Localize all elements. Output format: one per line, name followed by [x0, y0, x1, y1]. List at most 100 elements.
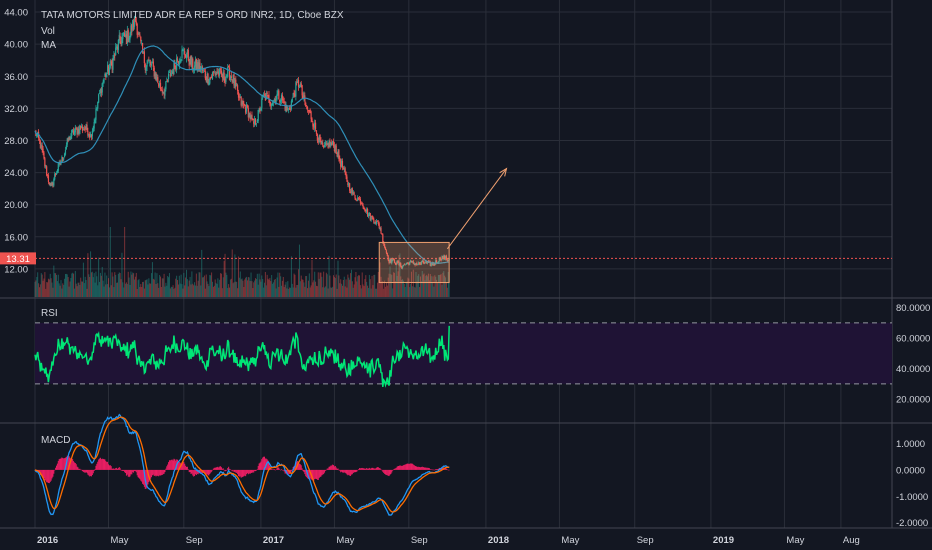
volume-bar: [244, 279, 246, 297]
volume-bar: [296, 284, 298, 297]
volume-bar: [129, 284, 131, 297]
rsi-panel[interactable]: [34, 322, 892, 388]
candle-body: [93, 121, 95, 129]
volume-bar: [270, 281, 272, 297]
volume-bar: [137, 280, 139, 297]
macd-histogram-bar: [336, 468, 338, 470]
macd-histogram-bar: [85, 469, 87, 473]
volume-bar: [394, 281, 396, 297]
volume-bar: [365, 275, 367, 297]
volume-bar: [108, 278, 110, 297]
volume-bar: [419, 276, 421, 297]
volume-bar: [278, 286, 280, 297]
candle-body: [177, 61, 180, 64]
macd-histogram-bar: [60, 458, 62, 470]
macd-histogram-bar: [125, 469, 127, 473]
volume-bar: [384, 280, 386, 297]
price-candles[interactable]: [35, 15, 450, 270]
candle-body: [356, 200, 358, 202]
volume-bar: [298, 244, 300, 297]
price-tick-label: 32.00: [4, 104, 28, 115]
candle-body: [378, 223, 380, 229]
volume-bar: [259, 279, 261, 297]
volume-bar: [350, 273, 352, 297]
volume-bar: [160, 287, 162, 297]
volume-bar: [319, 272, 321, 297]
candle-body: [72, 130, 75, 135]
candle-body: [248, 112, 250, 118]
macd-panel[interactable]: [34, 413, 450, 516]
macd-histogram-bar: [423, 467, 425, 470]
candle-body: [335, 145, 337, 154]
candle-body: [147, 61, 149, 63]
macd-histogram-bar: [385, 469, 387, 475]
macd-histogram-bar: [330, 465, 332, 470]
macd-histogram-bar: [294, 465, 296, 470]
volume-bar: [368, 274, 370, 297]
volume-bar: [89, 276, 91, 297]
macd-histogram-bar: [237, 469, 239, 475]
volume-bar: [154, 272, 156, 297]
volume-bar: [101, 266, 103, 297]
candle-body: [174, 63, 176, 68]
macd-tick-label: -2.0000: [896, 518, 928, 529]
macd-histogram-bar: [64, 458, 66, 470]
macd-histogram-bar: [115, 468, 117, 470]
candle-body: [241, 101, 243, 105]
candle-body: [244, 104, 246, 107]
candle-body: [156, 77, 158, 80]
volume-bar: [439, 274, 441, 297]
macd-histogram-bar: [77, 467, 79, 470]
volume-bar: [72, 272, 74, 297]
candle-body: [99, 88, 102, 93]
candle-body: [384, 243, 386, 248]
volume-bar: [63, 284, 65, 297]
candle-body: [124, 33, 126, 37]
volume-bar: [181, 284, 183, 297]
volume-bar: [218, 287, 220, 297]
candle-body: [55, 172, 58, 175]
chart-title: TATA MOTORS LIMITED ADR EA REP 5 ORD INR…: [41, 10, 344, 21]
volume-bar: [177, 280, 179, 297]
candle-body: [127, 30, 129, 43]
macd-histogram-bar: [400, 465, 402, 470]
candle-body: [53, 179, 55, 186]
candle-body: [190, 55, 192, 66]
macd-histogram-bar: [70, 458, 72, 470]
macd-histogram-bar: [231, 469, 233, 472]
macd-histogram-bar: [177, 459, 179, 470]
candle-body: [337, 151, 339, 158]
volume-bar: [431, 282, 433, 297]
macd-histogram-bar: [177, 461, 179, 470]
volume-bar: [47, 282, 49, 297]
volume-bar: [239, 271, 241, 297]
candle-body: [269, 102, 271, 105]
candle-body: [281, 95, 284, 101]
macd-histogram-bar: [357, 469, 359, 471]
volume-bar: [161, 278, 163, 297]
volume-bar: [172, 285, 174, 297]
candle-body: [160, 89, 162, 91]
volume-bar: [216, 283, 218, 297]
volume-bar: [186, 279, 188, 297]
macd-histogram-bar: [79, 468, 81, 470]
candle-body: [104, 73, 106, 77]
macd-histogram-bar: [221, 468, 223, 470]
candle-body: [317, 139, 319, 143]
candle-body: [228, 67, 231, 81]
volume-bar: [364, 279, 366, 297]
macd-histogram-bar: [106, 462, 108, 470]
macd-histogram-bar: [62, 458, 64, 470]
volume-bar: [160, 276, 162, 297]
macd-histogram-bar: [253, 469, 255, 473]
candle-body: [369, 213, 371, 220]
macd-histogram-bar: [314, 469, 316, 480]
candle-body: [228, 66, 230, 68]
macd-histogram-bar: [210, 469, 212, 473]
annotations[interactable]: [378, 167, 508, 284]
macd-histogram-bar: [341, 469, 343, 473]
volume-bar: [45, 288, 47, 297]
macd-histogram-bar: [359, 468, 361, 470]
macd-histogram-bar: [278, 467, 280, 470]
